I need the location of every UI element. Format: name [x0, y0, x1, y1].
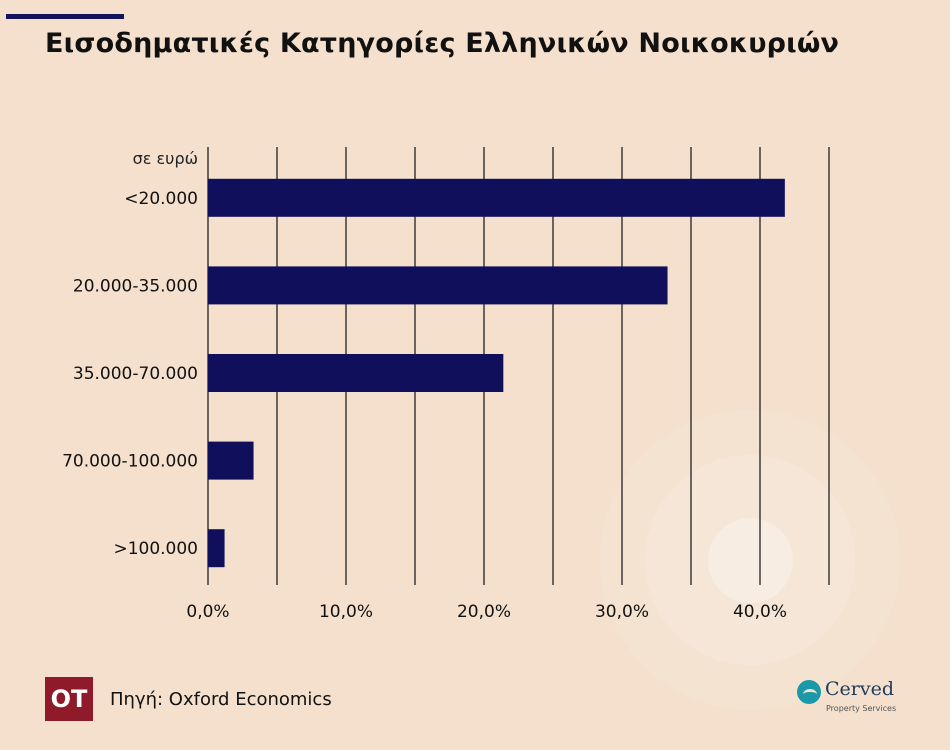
cerved-brand-sub: Property Services	[826, 704, 897, 713]
bar-0	[208, 178, 785, 217]
cerved-logo: Cerved Property Services	[797, 678, 907, 718]
chart-title: Εισοδηματικές Κατηγορίες Ελληνικών Νοικο…	[45, 28, 840, 59]
source-note: Πηγή: Oxford Economics	[110, 689, 332, 710]
category-label-0: <20.000	[124, 189, 198, 209]
accent-bar	[6, 14, 124, 19]
category-label-2: 35.000-70.000	[73, 364, 198, 384]
x-tick-label-4: 40,0%	[733, 602, 787, 622]
bar-4	[208, 529, 225, 568]
cerved-brand-name: Cerved	[825, 678, 895, 700]
bar-3	[208, 441, 254, 480]
x-tick-label-2: 20,0%	[457, 602, 511, 622]
cerved-wave-icon	[797, 680, 821, 704]
ot-logo: OT	[45, 677, 93, 721]
x-tick-label-3: 30,0%	[595, 602, 649, 622]
x-tick-label-0: 0,0%	[186, 602, 229, 622]
unit-label: σε ευρώ	[133, 149, 198, 168]
bar-2	[208, 354, 504, 392]
category-label-1: 20.000-35.000	[73, 276, 198, 296]
x-tick-label-1: 10,0%	[319, 602, 373, 622]
bar-1	[208, 266, 668, 305]
bar-chart: σε ευρώ <20.000 20.000-35.000 35.000-70.000…	[62, 147, 830, 622]
category-label-4: >100.000	[113, 539, 198, 559]
category-label-3: 70.000-100.000	[62, 452, 198, 472]
